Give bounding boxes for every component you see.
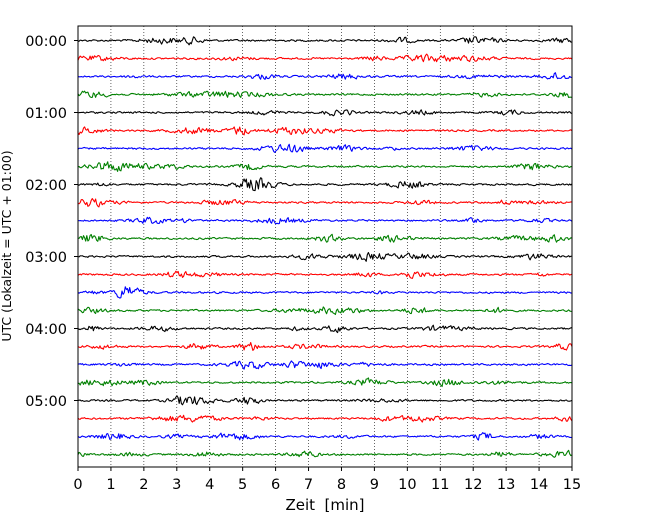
seismogram-trace (77, 341, 573, 351)
x-tick-label: 9 (370, 477, 379, 493)
x-tick-label: 8 (337, 477, 346, 493)
y-tick-label: 01:00 (25, 106, 67, 122)
seismogram-trace (77, 360, 573, 370)
seismogram-trace (77, 306, 572, 316)
seismogram-trace (77, 197, 572, 208)
y-tick-label: 02:00 (25, 178, 67, 194)
seismogram-trace (77, 414, 573, 423)
x-tick-label: 13 (497, 477, 515, 493)
seismogram-trace (77, 53, 573, 63)
x-tick-label: 5 (238, 477, 247, 493)
y-axis-label: UTC (Lokalzeit = UTC + 01:00) (0, 150, 14, 341)
x-tick-label: 1 (106, 477, 115, 493)
seismogram-trace (77, 161, 573, 172)
y-axis-ticks: 00:00 01:00 02:00 03:00 04:00 05:00 (25, 34, 78, 410)
y-tick-label: 03:00 (25, 250, 67, 266)
plot-frame (77, 25, 573, 468)
seismogram-trace (77, 286, 572, 299)
seismogram-trace (77, 233, 572, 243)
x-tick-label: 15 (563, 477, 581, 493)
seismogram-traces (77, 36, 573, 458)
seismogram-trace (77, 449, 573, 458)
x-axis-ticks: 0 1 2 3 4 5 6 7 8 9 10 11 12 13 14 15 (73, 467, 581, 493)
seismogram-trace (77, 324, 573, 334)
x-tick-label: 7 (304, 477, 313, 493)
seismogram-trace (77, 36, 572, 46)
x-tick-label: 14 (530, 477, 548, 493)
seismogram-trace (77, 143, 573, 153)
x-tick-label: 6 (271, 477, 280, 493)
x-tick-label: 11 (431, 477, 449, 493)
seismogram-trace (77, 72, 572, 80)
y-tick-label: 00:00 (25, 34, 67, 50)
seismogram-trace (77, 177, 573, 192)
seismogram-trace (77, 90, 573, 98)
seismogram-trace (77, 377, 573, 388)
seismogram-trace (77, 216, 573, 225)
seismogram-trace (77, 432, 572, 441)
seismogram-trace (77, 395, 573, 406)
x-axis-label: Zeit [min] (285, 496, 364, 514)
x-tick-label: 12 (464, 477, 482, 493)
x-tick-label: 3 (172, 477, 181, 493)
x-tick-label: 4 (205, 477, 214, 493)
x-tick-label: 2 (139, 477, 148, 493)
x-tick-label: 10 (398, 477, 416, 493)
x-tick-label: 0 (73, 477, 82, 493)
seismogram-trace (77, 126, 573, 136)
seismogram-trace (77, 109, 573, 117)
seismogram-trace (77, 270, 573, 279)
y-tick-label: 04:00 (25, 322, 67, 338)
y-tick-label: 05:00 (25, 394, 67, 410)
seismogram-trace (77, 251, 572, 262)
